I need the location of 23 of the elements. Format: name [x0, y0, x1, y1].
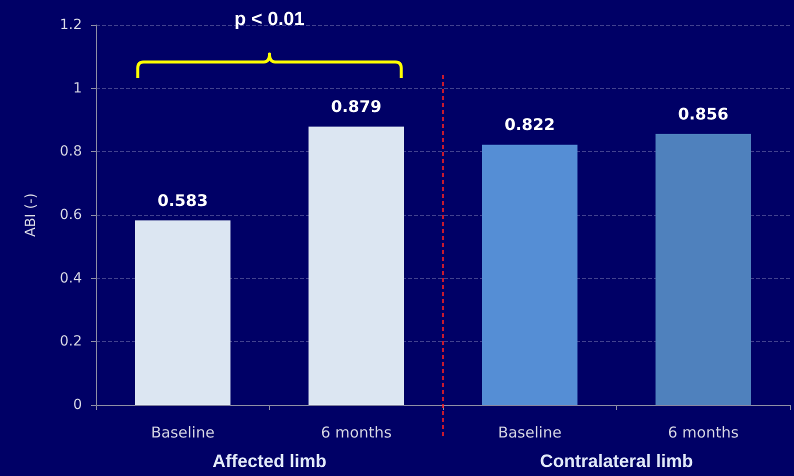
bar	[308, 126, 404, 405]
y-tick-label: 0.8	[60, 144, 82, 160]
bar	[135, 220, 230, 405]
data-label: 0.879	[330, 97, 382, 116]
y-tick-label: 1.2	[60, 17, 82, 33]
y-tick-label: 0.6	[60, 207, 82, 223]
bar	[482, 144, 578, 405]
data-label: 0.822	[504, 115, 556, 134]
y-tick-label: 1	[73, 80, 82, 96]
annotation: p < 0.01	[234, 9, 306, 30]
x-tick-label: 6 months	[668, 424, 739, 442]
x-tick-label: Baseline	[498, 424, 562, 442]
x-tick-label: 6 months	[320, 424, 392, 442]
bar	[656, 134, 751, 405]
y-tick-label: 0	[73, 397, 82, 413]
y-tick-label: 0.4	[60, 270, 82, 286]
text: Affected limb	[212, 451, 327, 471]
y-tick-label: 0.2	[60, 334, 82, 350]
data-label: 0.583	[157, 190, 208, 210]
data-label: 0.856	[678, 104, 729, 124]
x-tick-label: Baseline	[150, 424, 215, 442]
text: Contralateral limb	[540, 451, 694, 471]
y-axis-title: ABI (-)	[23, 193, 39, 237]
